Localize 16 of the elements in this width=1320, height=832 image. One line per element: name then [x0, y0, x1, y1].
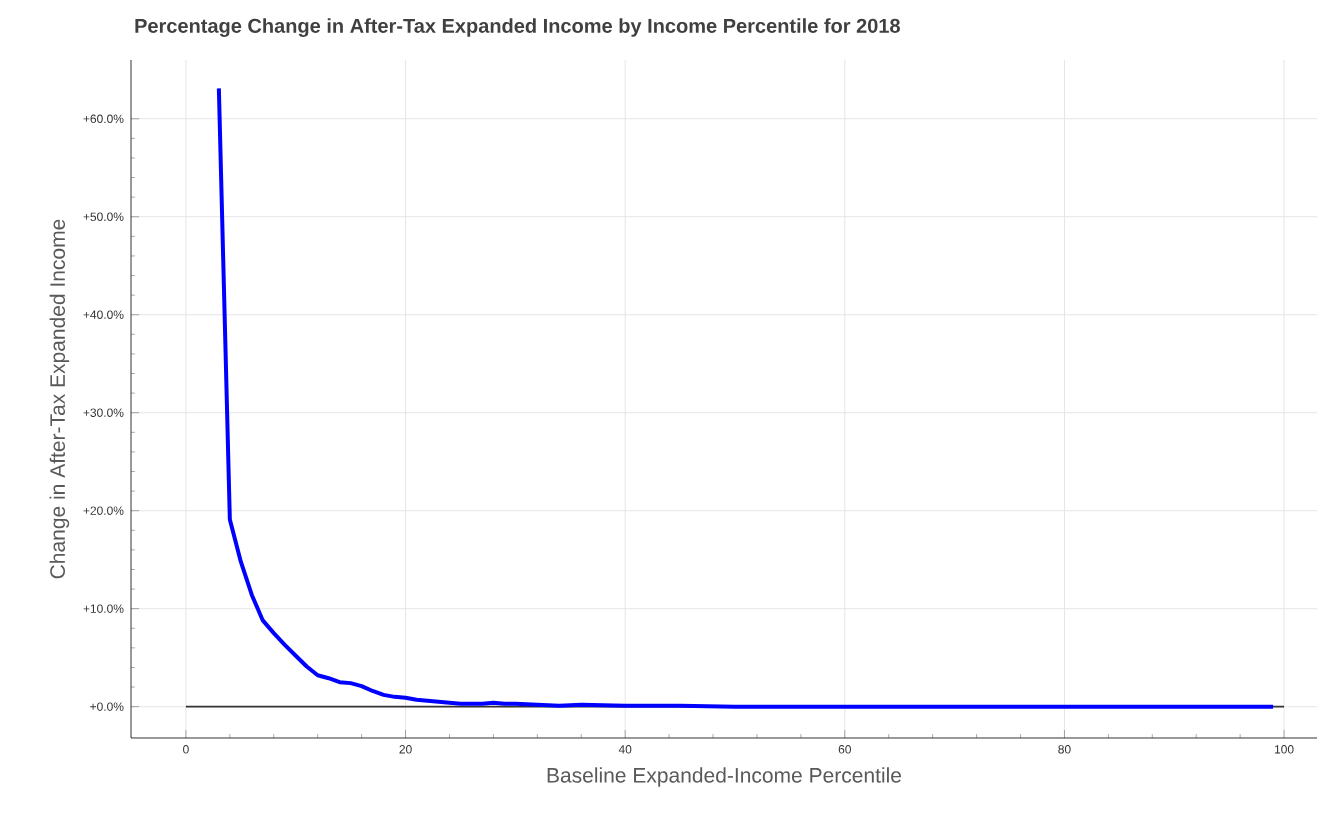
- y-tick-label: +60.0%: [83, 114, 124, 124]
- x-tick-label: 100: [1274, 745, 1294, 754]
- y-tick-label: +50.0%: [83, 212, 124, 222]
- y-axis-title: Change in After-Tax Expanded Income: [49, 219, 70, 579]
- x-tick-label: 0: [183, 745, 189, 754]
- y-tick-label: +20.0%: [83, 506, 124, 515]
- y-tick-label: +0.0%: [90, 702, 124, 711]
- y-tick-label: +40.0%: [83, 310, 124, 319]
- x-axis-title: Baseline Expanded-Income Percentile: [547, 767, 902, 787]
- y-tick-label: +30.0%: [83, 408, 124, 417]
- y-tick-label: +10.0%: [83, 604, 124, 613]
- x-tick-label: 20: [399, 745, 412, 754]
- x-tick-label: 40: [618, 745, 632, 754]
- x-tick-label: 60: [838, 745, 852, 754]
- chart-title: Percentage Change in After-Tax Expanded Income by Income Percentile for 2018: [135, 18, 900, 37]
- x-tick-label: 80: [1058, 745, 1071, 754]
